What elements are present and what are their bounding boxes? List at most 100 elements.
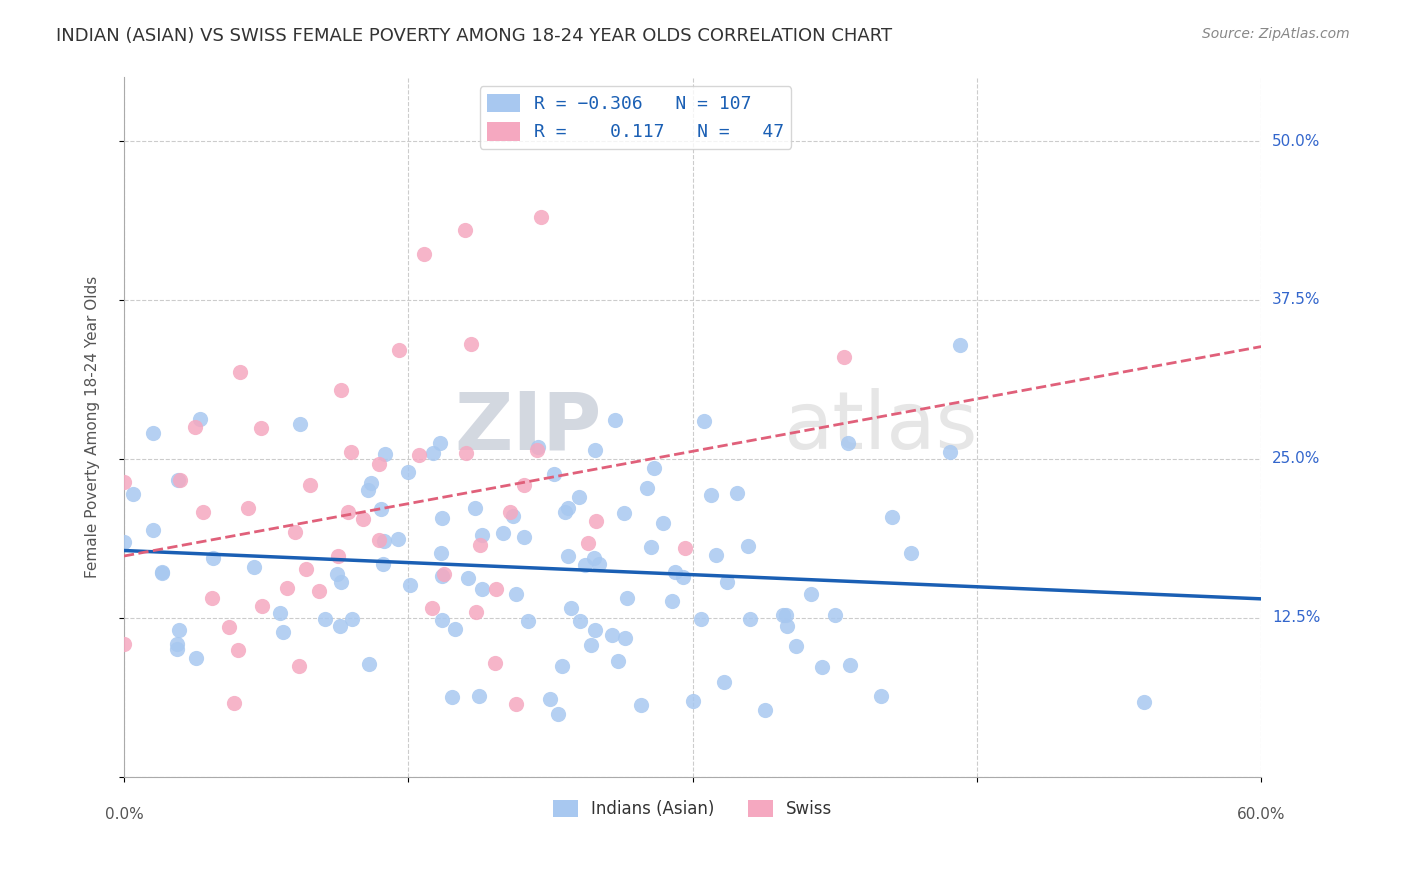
- Point: [640, 540, 662, 554]
- Point: [269, 607, 291, 621]
- Point: [949, 338, 972, 352]
- Point: [329, 619, 352, 633]
- Point: [880, 510, 903, 524]
- Point: [574, 558, 596, 573]
- Point: [588, 558, 610, 572]
- Point: [420, 601, 443, 615]
- Point: [530, 211, 553, 225]
- Text: atlas: atlas: [783, 388, 977, 467]
- Point: [167, 623, 190, 637]
- Point: [243, 560, 266, 574]
- Point: [772, 607, 794, 622]
- Point: [550, 659, 572, 673]
- Point: [557, 549, 579, 563]
- Point: [276, 581, 298, 595]
- Point: [357, 483, 380, 497]
- Point: [725, 486, 748, 500]
- Text: Source: ZipAtlas.com: Source: ZipAtlas.com: [1202, 27, 1350, 41]
- Point: [837, 436, 859, 450]
- Point: [643, 461, 665, 475]
- Point: [315, 612, 337, 626]
- Point: [1133, 695, 1156, 709]
- Point: [700, 488, 723, 502]
- Point: [582, 551, 605, 566]
- Point: [408, 448, 430, 462]
- Point: [432, 613, 454, 627]
- Point: [600, 628, 623, 642]
- Point: [636, 481, 658, 495]
- Point: [513, 478, 536, 492]
- Point: [150, 566, 173, 580]
- Point: [399, 578, 422, 592]
- Point: [484, 656, 506, 670]
- Point: [433, 567, 456, 582]
- Point: [188, 412, 211, 426]
- Point: [122, 486, 145, 500]
- Point: [271, 624, 294, 639]
- Point: [191, 505, 214, 519]
- Point: [294, 562, 316, 576]
- Point: [371, 557, 394, 571]
- Point: [422, 446, 444, 460]
- Point: [785, 639, 807, 653]
- Point: [613, 507, 636, 521]
- Point: [704, 548, 727, 562]
- Point: [775, 608, 797, 623]
- Point: [471, 582, 494, 597]
- Point: [824, 607, 846, 622]
- Text: 0.0%: 0.0%: [104, 807, 143, 822]
- Point: [870, 690, 893, 704]
- Point: [413, 246, 436, 260]
- Point: [583, 442, 606, 457]
- Point: [527, 440, 550, 454]
- Point: [607, 654, 630, 668]
- Point: [513, 530, 536, 544]
- Point: [186, 650, 208, 665]
- Point: [538, 692, 561, 706]
- Point: [526, 443, 548, 458]
- Point: [583, 623, 606, 637]
- Text: 12.5%: 12.5%: [1272, 610, 1320, 625]
- Point: [374, 447, 396, 461]
- Y-axis label: Female Poverty Among 18-24 Year Olds: Female Poverty Among 18-24 Year Olds: [86, 276, 100, 578]
- Point: [468, 690, 491, 704]
- Point: [939, 445, 962, 459]
- Point: [370, 502, 392, 516]
- Point: [585, 515, 607, 529]
- Point: [547, 706, 569, 721]
- Point: [505, 697, 527, 711]
- Point: [661, 594, 683, 608]
- Point: [440, 690, 463, 705]
- Point: [673, 541, 696, 556]
- Point: [330, 383, 353, 397]
- Point: [326, 567, 349, 582]
- Point: [396, 465, 419, 479]
- Point: [664, 565, 686, 579]
- Point: [716, 575, 738, 590]
- Point: [603, 413, 626, 427]
- Point: [150, 565, 173, 579]
- Point: [443, 622, 465, 636]
- Point: [236, 500, 259, 515]
- Point: [250, 599, 273, 613]
- Point: [810, 660, 832, 674]
- Point: [169, 473, 191, 487]
- Point: [672, 570, 695, 584]
- Point: [800, 587, 823, 601]
- Point: [485, 582, 508, 596]
- Point: [326, 549, 349, 563]
- Point: [222, 697, 245, 711]
- Point: [454, 223, 477, 237]
- Legend: Indians (Asian), Swiss: Indians (Asian), Swiss: [546, 793, 839, 824]
- Point: [776, 618, 799, 632]
- Point: [218, 620, 240, 634]
- Point: [167, 473, 190, 487]
- Text: 25.0%: 25.0%: [1272, 451, 1320, 467]
- Point: [832, 350, 855, 364]
- Point: [554, 505, 576, 519]
- Point: [430, 546, 453, 560]
- Point: [142, 523, 165, 537]
- Point: [838, 658, 860, 673]
- Point: [288, 658, 311, 673]
- Point: [652, 516, 675, 530]
